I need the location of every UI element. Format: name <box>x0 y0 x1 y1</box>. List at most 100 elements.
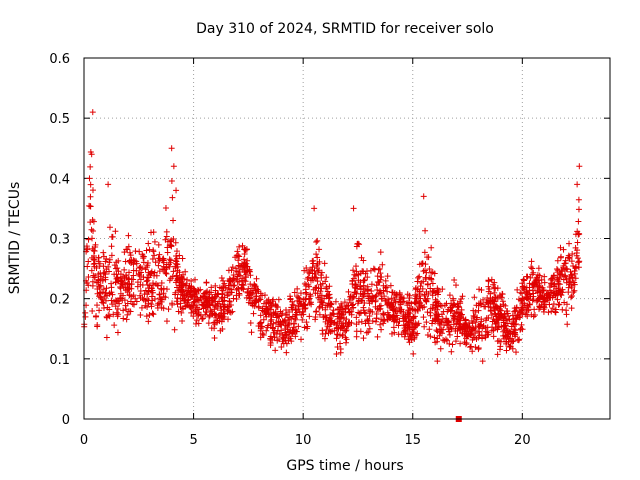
data-point <box>404 300 411 307</box>
data-point <box>446 331 453 338</box>
data-point <box>160 305 167 312</box>
y-tick-label: 0.4 <box>49 172 70 187</box>
data-point <box>173 261 180 268</box>
data-point <box>342 334 349 341</box>
data-point <box>360 304 367 311</box>
data-point <box>569 250 576 257</box>
data-point <box>345 288 352 295</box>
data-point <box>308 301 315 308</box>
data-point <box>390 324 397 331</box>
data-point <box>100 286 107 293</box>
data-point <box>130 272 137 279</box>
data-point <box>278 344 285 351</box>
data-point <box>437 329 444 336</box>
data-point <box>205 320 212 327</box>
data-point <box>168 178 175 185</box>
data-point <box>133 260 140 267</box>
data-point <box>554 257 561 264</box>
data-point <box>377 321 384 328</box>
data-point <box>367 295 374 302</box>
data-point <box>106 256 113 263</box>
data-point <box>373 292 380 299</box>
data-point <box>264 306 271 313</box>
data-point <box>256 296 263 303</box>
data-point <box>206 302 213 309</box>
data-point <box>246 294 253 301</box>
data-point <box>263 327 270 334</box>
data-point <box>449 341 456 348</box>
data-point <box>306 266 313 273</box>
data-point <box>471 294 478 301</box>
data-point <box>226 285 233 292</box>
data-point <box>493 319 500 326</box>
data-point <box>476 286 483 293</box>
data-point <box>450 321 457 328</box>
data-point <box>562 257 569 264</box>
data-point <box>221 310 228 317</box>
data-point <box>173 187 180 194</box>
data-point <box>349 295 356 302</box>
data-point <box>224 292 231 299</box>
x-axis-label: GPS time / hours <box>286 458 403 474</box>
data-point <box>340 323 347 330</box>
data-point <box>143 313 150 320</box>
data-point <box>365 328 372 335</box>
data-point <box>537 293 544 300</box>
data-point <box>495 316 502 323</box>
data-point <box>312 270 319 277</box>
data-point <box>313 239 320 246</box>
data-point <box>548 289 555 296</box>
data-point <box>206 313 213 320</box>
data-point <box>416 288 423 295</box>
data-point <box>334 305 341 312</box>
data-point <box>358 254 365 261</box>
data-point <box>468 343 475 350</box>
grid <box>84 58 610 419</box>
data-point <box>345 320 352 327</box>
data-point <box>316 258 323 265</box>
data-point <box>534 271 541 278</box>
data-point <box>388 301 395 308</box>
data-point <box>224 316 231 323</box>
data-point <box>110 311 117 318</box>
data-point <box>216 311 223 318</box>
data-point <box>130 292 137 299</box>
data-point <box>376 265 383 272</box>
data-point <box>233 275 240 282</box>
data-point <box>531 281 538 288</box>
y-axis-label: SRMTID / TECUs <box>7 182 23 295</box>
data-point <box>112 265 119 272</box>
data-point <box>555 289 562 296</box>
data-point <box>190 308 197 315</box>
data-point <box>170 235 177 242</box>
data-point <box>158 285 165 292</box>
data-point <box>122 287 129 294</box>
data-point <box>282 332 289 339</box>
data-point <box>156 257 163 264</box>
data-point <box>561 272 568 279</box>
data-point <box>534 287 541 294</box>
data-point <box>89 109 96 116</box>
data-point <box>123 246 130 253</box>
data-point <box>460 315 467 322</box>
data-point <box>113 275 120 282</box>
data-point <box>552 309 559 316</box>
data-point <box>377 249 384 256</box>
data-point <box>220 304 227 311</box>
data-point <box>386 304 393 311</box>
data-point <box>323 274 330 281</box>
data-point <box>168 145 175 152</box>
data-point <box>398 298 405 305</box>
data-point <box>111 322 118 329</box>
data-point <box>175 308 182 315</box>
data-point <box>425 254 432 261</box>
data-point <box>139 265 146 272</box>
data-point <box>374 273 381 280</box>
data-point <box>289 301 296 308</box>
data-point <box>557 244 564 251</box>
data-point <box>105 263 112 270</box>
data-point <box>148 303 155 310</box>
data-point <box>180 297 187 304</box>
data-point <box>327 317 334 324</box>
